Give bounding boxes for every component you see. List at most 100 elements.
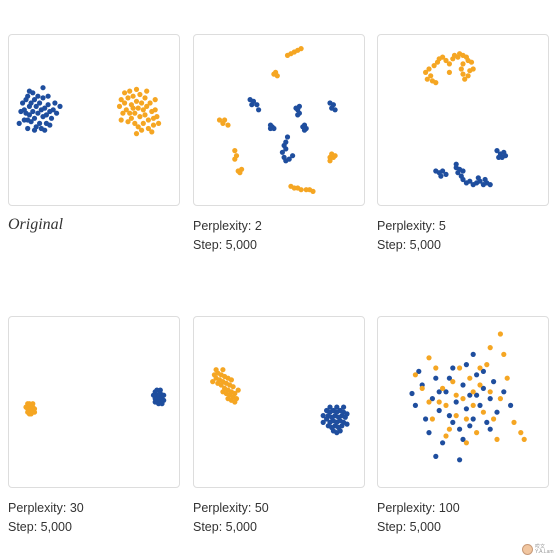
scatter-point xyxy=(279,149,285,155)
scatter-point xyxy=(424,76,430,82)
scatter-point xyxy=(443,402,449,408)
scatter-point xyxy=(457,426,463,432)
scatter-point xyxy=(120,110,126,116)
caption-perplexity-30-line1: Perplexity: 30 xyxy=(8,501,84,515)
scatter-point xyxy=(137,114,143,120)
scatter-point xyxy=(42,127,48,133)
scatter-point xyxy=(25,409,31,415)
scatter-point xyxy=(443,57,449,64)
scatter-point xyxy=(327,158,333,164)
scatter-point xyxy=(283,146,289,152)
scatter-point xyxy=(140,107,146,113)
scatter-point xyxy=(475,175,481,181)
caption-perplexity-100-line1: Perplexity: 100 xyxy=(377,501,460,515)
watermark: 哎文 Y.A.Lam xyxy=(522,542,556,558)
scatter-point xyxy=(487,389,493,395)
scatter-point xyxy=(450,365,456,371)
scatter-point xyxy=(344,421,350,427)
scatter-point xyxy=(501,389,507,395)
scatter-point xyxy=(480,385,486,391)
scatter-point xyxy=(462,76,468,82)
scatter-point xyxy=(433,453,439,459)
scatter-point xyxy=(31,97,38,103)
scatter-point xyxy=(135,124,141,130)
scatter-point xyxy=(463,406,469,412)
caption-original-line1: Original xyxy=(8,216,64,233)
scatter-point xyxy=(511,419,517,425)
scatter-point xyxy=(460,382,466,388)
scatter-point xyxy=(232,148,238,154)
watermark-line1: 哎文 xyxy=(535,544,546,550)
scatter-point xyxy=(28,100,34,106)
scatter-point xyxy=(438,173,444,179)
scatter-point xyxy=(480,409,486,415)
scatter-point xyxy=(429,416,435,422)
scatter-point xyxy=(487,182,493,188)
scatter-point xyxy=(239,166,245,172)
caption-perplexity-50-line1: Perplexity: 50 xyxy=(193,501,269,515)
scatter-point xyxy=(37,120,43,126)
scatter-point xyxy=(301,127,308,133)
scatter-point xyxy=(42,105,48,111)
scatter-point xyxy=(127,110,133,116)
panel-perplexity-2 xyxy=(193,34,365,206)
scatter-point xyxy=(332,153,338,159)
scatter-point xyxy=(135,105,141,111)
scatter-point xyxy=(494,148,500,154)
scatter-point xyxy=(21,117,27,123)
scatter-point xyxy=(482,176,488,183)
scatter-point xyxy=(31,115,38,121)
scatter-point xyxy=(501,351,507,357)
scatter-point xyxy=(474,392,480,398)
scatter-point xyxy=(16,120,22,126)
scatter-point xyxy=(455,170,461,176)
scatter-point xyxy=(468,59,475,65)
scatter-point xyxy=(467,392,473,398)
scatter-point xyxy=(458,66,464,72)
scatter-point xyxy=(116,103,123,109)
scatter-point xyxy=(271,71,277,77)
scatter-point xyxy=(25,93,31,99)
scatter-point xyxy=(453,399,459,405)
scatter-plot-perplexity-50 xyxy=(210,367,350,436)
scatter-point xyxy=(31,409,38,415)
caption-perplexity-50-line2: Step: 5,000 xyxy=(193,520,257,534)
scatter-point xyxy=(416,368,422,374)
scatter-point xyxy=(23,404,29,410)
scatter-point xyxy=(222,117,228,123)
scatter-point xyxy=(35,110,41,116)
scatter-point xyxy=(125,119,131,125)
scatter-point xyxy=(310,188,316,194)
scatter-point xyxy=(457,365,463,371)
scatter-point xyxy=(508,402,514,408)
scatter-plot-perplexity-100 xyxy=(409,331,527,463)
scatter-plot-perplexity-30 xyxy=(23,387,167,417)
scatter-point xyxy=(497,396,503,402)
scatter-point xyxy=(460,396,466,402)
scatter-point xyxy=(477,382,483,388)
scatter-point xyxy=(232,399,238,405)
scatter-point xyxy=(484,419,490,425)
scatter-plot-perplexity-5 xyxy=(423,51,509,188)
scatter-point xyxy=(477,402,483,408)
caption-perplexity-5-line2: Step: 5,000 xyxy=(377,238,441,252)
scatter-point xyxy=(47,122,53,128)
scatter-point xyxy=(470,66,476,72)
scatter-point xyxy=(132,120,138,126)
scatter-point xyxy=(446,413,452,419)
scatter-point xyxy=(213,367,219,373)
scatter-point xyxy=(463,440,469,446)
scatter-point xyxy=(463,416,469,422)
scatter-point xyxy=(474,372,480,378)
scatter-point xyxy=(428,73,434,79)
caption-perplexity-5: Perplexity: 5 Step: 5,000 xyxy=(377,217,446,255)
scatter-point xyxy=(33,103,39,109)
scatter-point xyxy=(344,411,350,417)
caption-perplexity-2: Perplexity: 2 Step: 5,000 xyxy=(193,217,262,255)
scatter-plot-original xyxy=(16,85,162,137)
caption-perplexity-30-line2: Step: 5,000 xyxy=(8,520,72,534)
scatter-point xyxy=(487,345,493,351)
scatter-point xyxy=(470,389,476,395)
scatter-point xyxy=(324,416,330,422)
scatter-point xyxy=(159,401,165,407)
